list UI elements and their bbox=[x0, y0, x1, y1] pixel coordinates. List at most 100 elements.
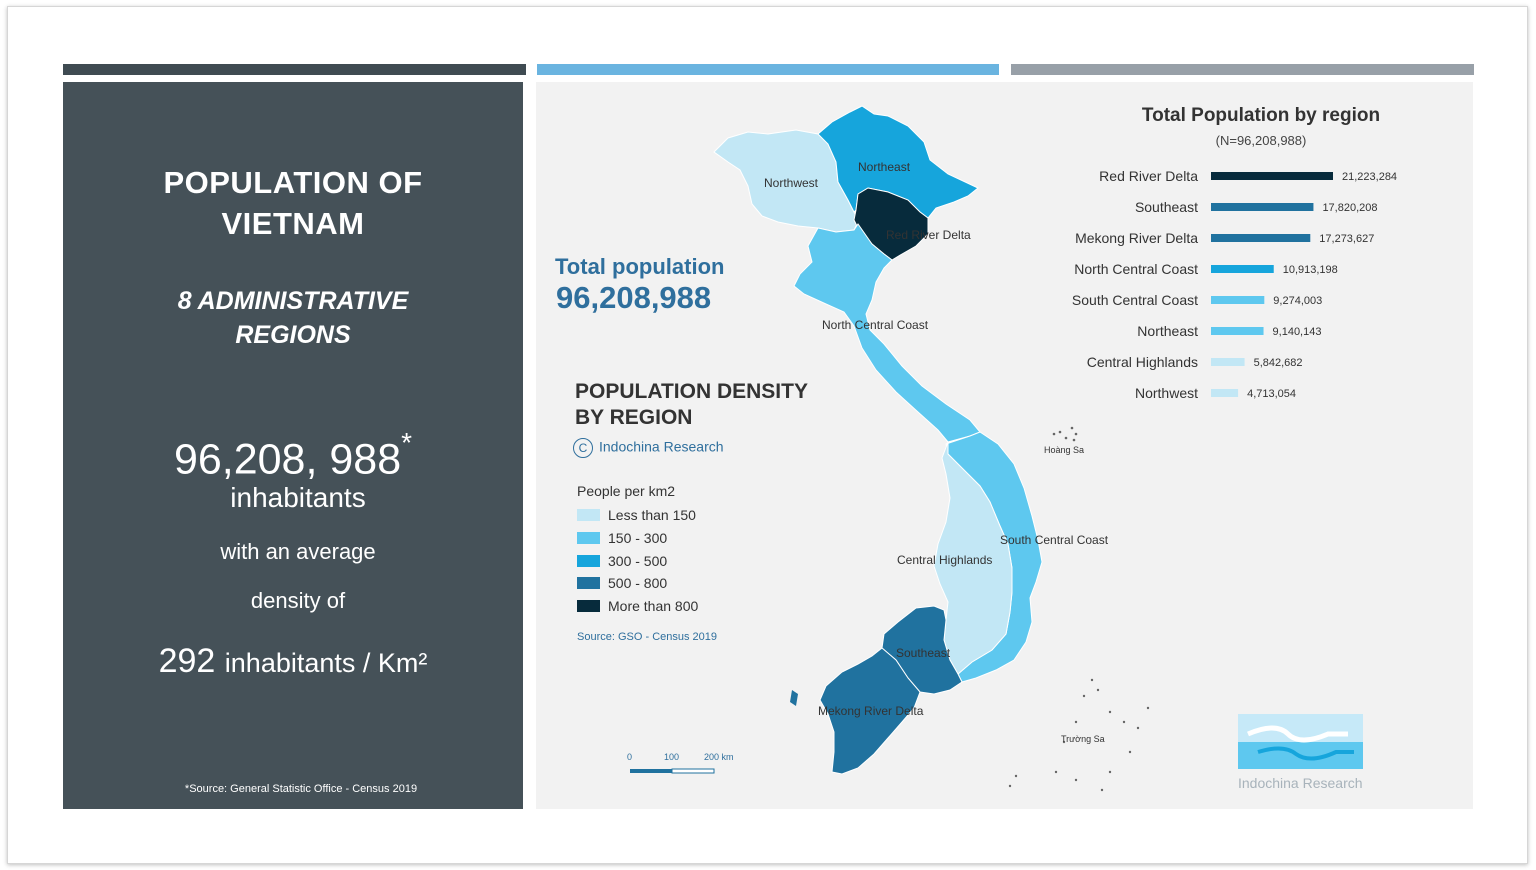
bar-value-label: 17,273,627 bbox=[1319, 233, 1374, 245]
legend-swatch bbox=[577, 577, 600, 590]
population-figure: 96,208, 988* bbox=[63, 424, 523, 484]
bar-category-label: North Central Coast bbox=[1074, 261, 1198, 277]
label-north-central-coast: North Central Coast bbox=[822, 318, 929, 332]
legend-label: 150 - 300 bbox=[608, 530, 668, 547]
label-mekong-river-delta: Mekong River Delta bbox=[818, 704, 924, 718]
legend-label: Less than 150 bbox=[608, 507, 696, 524]
island-dot bbox=[1090, 678, 1094, 682]
credit-label: Indochina Research bbox=[599, 438, 724, 455]
island-dot bbox=[1128, 750, 1132, 754]
island-dot bbox=[1052, 432, 1056, 436]
label-red-river-delta: Red River Delta bbox=[886, 228, 971, 242]
label-northwest: Northwest bbox=[764, 176, 819, 190]
island-dot bbox=[1082, 694, 1086, 698]
bar bbox=[1211, 234, 1311, 242]
legend-item: More than 800 bbox=[577, 595, 698, 618]
bar-value-label: 9,140,143 bbox=[1273, 326, 1322, 338]
density-title-line-1: POPULATION DENSITY bbox=[575, 380, 808, 403]
total-population-label: Total population bbox=[555, 254, 725, 279]
density-unit: inhabitants / Km² bbox=[224, 648, 428, 678]
bar bbox=[1211, 327, 1264, 335]
indochina-research-logo: Indochina Research bbox=[1238, 714, 1363, 791]
legend-title: People per km2 bbox=[577, 483, 676, 499]
island-dot bbox=[1058, 430, 1062, 434]
bar-category-label: South Central Coast bbox=[1072, 292, 1198, 308]
logo-wave-1 bbox=[1247, 725, 1348, 743]
page-title: POPULATION OF VIETNAM bbox=[63, 162, 523, 244]
density-value: 292 bbox=[158, 642, 216, 680]
legend-item: 150 - 300 bbox=[577, 527, 698, 550]
bar-category-label: Northwest bbox=[1135, 385, 1198, 401]
bar-value-label: 9,274,003 bbox=[1273, 295, 1322, 307]
island-dot bbox=[1070, 426, 1074, 430]
label-hoang-sa: Hoàng Sa bbox=[1044, 445, 1084, 455]
title-line-2: VIETNAM bbox=[221, 206, 365, 241]
island-dot bbox=[1122, 720, 1126, 724]
bar-category-label: Central Highlands bbox=[1087, 354, 1198, 370]
scale-segment-1 bbox=[630, 769, 672, 773]
island-dot bbox=[1074, 432, 1078, 436]
population-bar-chart: Red River Delta 21,223,284 Southeast 17,820… bbox=[1072, 168, 1397, 401]
total-population-value: 96,208,988 bbox=[556, 280, 712, 315]
logo-text: Indochina Research bbox=[1238, 775, 1363, 791]
density-label: density of bbox=[250, 588, 346, 613]
population-value: 96,208, 988 bbox=[173, 435, 402, 484]
bar-value-label: 10,913,198 bbox=[1283, 264, 1338, 276]
bar bbox=[1211, 389, 1239, 397]
bar bbox=[1211, 358, 1245, 366]
bar-category-label: Southeast bbox=[1135, 199, 1198, 215]
chart-subtitle: (N=96,208,988) bbox=[1215, 133, 1307, 148]
scale-segment-2 bbox=[671, 768, 715, 774]
island-dot bbox=[1014, 774, 1018, 778]
legend-item: Less than 150 bbox=[577, 504, 698, 527]
island-dot bbox=[1100, 788, 1104, 792]
island-phu-quoc bbox=[790, 690, 798, 706]
island-dot bbox=[1108, 710, 1112, 714]
island-dot bbox=[1074, 720, 1078, 724]
accent-bar-grey bbox=[1011, 64, 1474, 75]
label-southeast: Southeast bbox=[896, 646, 951, 660]
bar-category-label: Mekong River Delta bbox=[1075, 230, 1198, 246]
legend-label: More than 800 bbox=[608, 598, 699, 615]
subtitle-line-2: REGIONS bbox=[235, 321, 351, 349]
label-central-highlands: Central Highlands bbox=[897, 553, 992, 567]
map-panel: Total population 96,208,988 POPULATION D… bbox=[536, 82, 1473, 809]
scale-tick-200: 200 km bbox=[704, 752, 734, 762]
bar-category-label: Northeast bbox=[1137, 323, 1198, 339]
bar-value-label: 17,820,208 bbox=[1322, 202, 1377, 214]
island-dot bbox=[1146, 706, 1150, 710]
legend-label: 500 - 800 bbox=[608, 575, 668, 592]
bar bbox=[1211, 203, 1314, 211]
subtitle: 8 ADMINISTRATIVE REGIONS bbox=[63, 284, 523, 352]
scale-tick-0: 0 bbox=[627, 752, 632, 762]
legend-swatch bbox=[577, 532, 600, 545]
map-source: Source: GSO - Census 2019 bbox=[577, 631, 718, 643]
island-dot bbox=[1136, 726, 1140, 730]
label-northeast: Northeast bbox=[858, 160, 911, 174]
label-south-central-coast: South Central Coast bbox=[1000, 533, 1109, 547]
accent-bar-dark bbox=[63, 64, 526, 75]
island-dot bbox=[1072, 438, 1076, 442]
legend-item: 500 - 800 bbox=[577, 572, 698, 595]
label-truong-sa: Trường Sa bbox=[1061, 734, 1105, 744]
density-title: POPULATION DENSITY BY REGION bbox=[575, 379, 875, 431]
legend-swatch bbox=[577, 600, 600, 613]
subtitle-line-1: 8 ADMINISTRATIVE bbox=[177, 287, 409, 315]
island-dot bbox=[1064, 436, 1068, 440]
density-figure: 292 inhabitants / Km² bbox=[63, 642, 523, 681]
hoang-sa-islands bbox=[1052, 426, 1078, 442]
legend-swatch bbox=[577, 554, 600, 567]
region-central-highlands bbox=[933, 441, 1013, 675]
island-dot bbox=[1074, 778, 1078, 782]
island-dot bbox=[1008, 784, 1012, 788]
bar-value-label: 4,713,054 bbox=[1247, 388, 1296, 400]
map-legend: People per km2 Less than 150 150 - 300 3… bbox=[577, 483, 698, 617]
chart-title: Total Population by region bbox=[1141, 105, 1381, 126]
vietnam-map: Northwest Northeast Red River Delta Nort… bbox=[627, 105, 1363, 792]
bar bbox=[1211, 296, 1265, 304]
scale-bar: 0 100 200 km bbox=[627, 752, 734, 774]
copyright-icon: C bbox=[573, 438, 593, 458]
island-dot bbox=[1054, 770, 1058, 774]
legend-label: 300 - 500 bbox=[608, 552, 668, 569]
island-dot bbox=[1096, 688, 1100, 692]
